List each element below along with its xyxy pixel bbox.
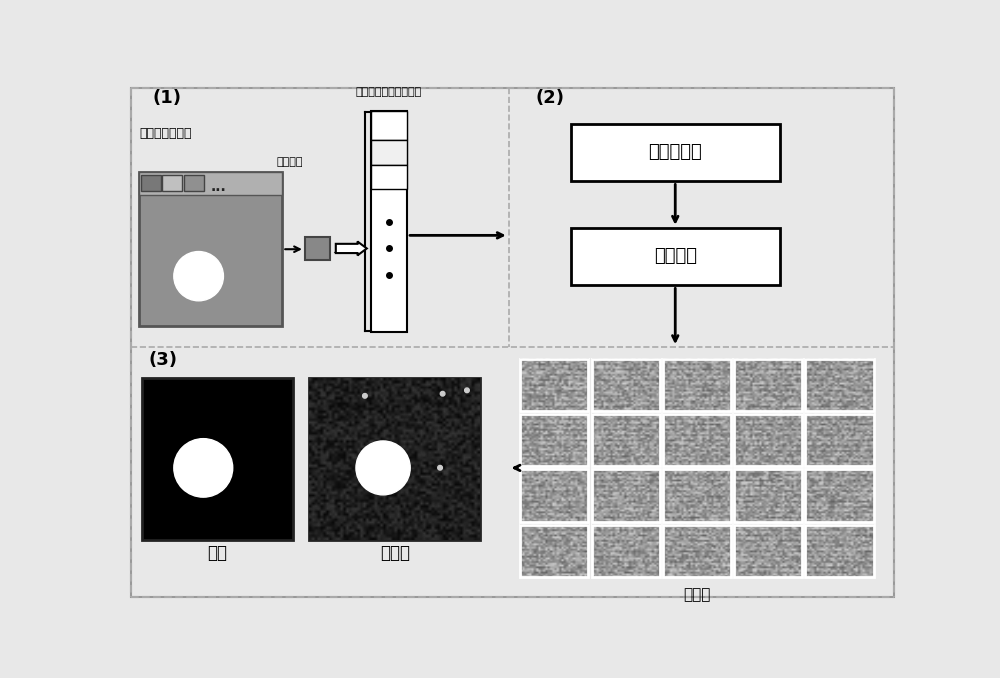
Bar (592, 359, 660, 411)
Bar (305, 237, 330, 260)
Bar (663, 469, 731, 522)
Bar (520, 525, 588, 577)
Text: (1): (1) (152, 89, 181, 107)
Text: 元原子: 元原子 (683, 586, 711, 602)
Bar (805, 359, 874, 411)
Bar (734, 414, 802, 466)
Text: 分割: 分割 (207, 544, 227, 562)
Bar (734, 525, 802, 577)
Bar (520, 469, 588, 522)
Bar (571, 228, 780, 285)
Circle shape (440, 391, 445, 396)
Bar (592, 414, 660, 466)
Circle shape (356, 441, 410, 495)
Bar (140, 174, 161, 191)
Circle shape (438, 465, 442, 470)
Bar (371, 111, 407, 332)
Bar (142, 378, 293, 540)
Text: 字典学习: 字典学习 (654, 247, 697, 265)
FancyArrow shape (336, 241, 367, 256)
Bar (139, 172, 282, 326)
Bar (592, 469, 660, 522)
Circle shape (174, 439, 233, 497)
Text: 稀疏编码値: 稀疏编码値 (648, 143, 702, 161)
Bar (663, 359, 731, 411)
Bar (309, 378, 480, 540)
Bar (805, 414, 874, 466)
Bar (139, 172, 282, 195)
Bar (371, 111, 407, 140)
Text: (3): (3) (148, 351, 177, 369)
Text: 分类图: 分类图 (380, 544, 410, 562)
Text: 难以分类的补丁列向量: 难以分类的补丁列向量 (355, 87, 422, 97)
Bar (184, 174, 204, 191)
Bar (734, 359, 802, 411)
Circle shape (174, 252, 223, 301)
Text: 图像补丁: 图像补丁 (276, 157, 303, 167)
Bar (371, 140, 407, 165)
Bar (663, 414, 731, 466)
Bar (805, 469, 874, 522)
Bar (734, 469, 802, 522)
Text: $x_s$: $x_s$ (333, 245, 345, 258)
Bar (592, 525, 660, 577)
Text: 亚采法补丁提取: 亚采法补丁提取 (139, 127, 191, 140)
Bar (571, 123, 780, 182)
Bar (162, 174, 182, 191)
Text: ...: ... (210, 180, 226, 194)
Text: (2): (2) (536, 89, 565, 107)
Bar (520, 414, 588, 466)
Bar (371, 165, 407, 189)
Circle shape (363, 393, 367, 398)
Circle shape (465, 388, 469, 393)
Bar (663, 525, 731, 577)
Bar (805, 525, 874, 577)
Bar (520, 359, 588, 411)
